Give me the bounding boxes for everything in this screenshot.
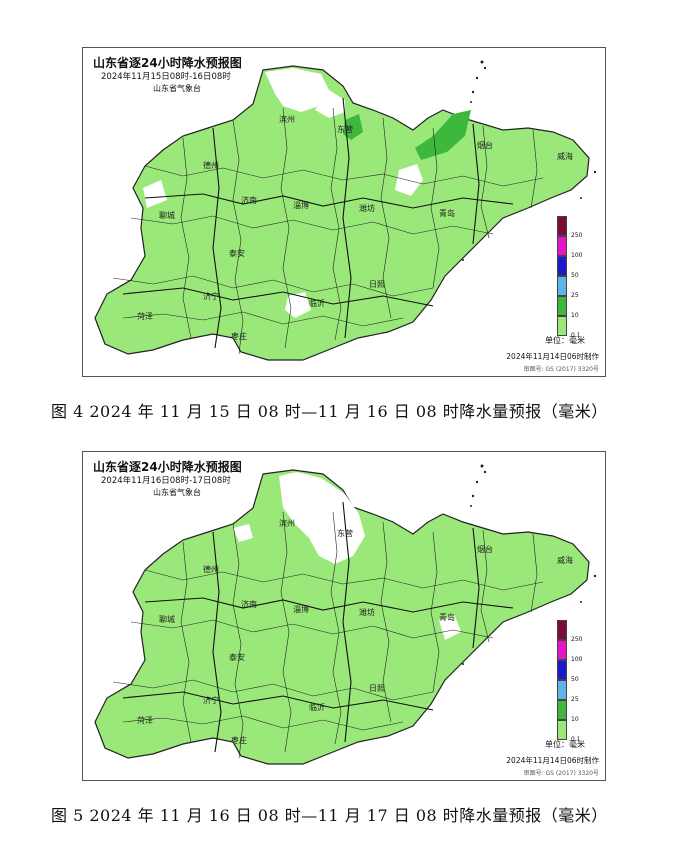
city-label-heze: 菏泽 [137,312,153,321]
legend-swatch-10 [557,700,567,720]
legend-swatch-250 [557,216,567,236]
legend-tick: 25 [571,292,579,299]
legend-swatch-25 [557,680,567,700]
moderate-rain-area-dongying [343,114,363,140]
legend-tick: 50 [571,272,579,279]
city-label-rizhao: 日照 [369,280,385,289]
legend-unit: 单位：毫米 [545,740,585,749]
city-label-weihai: 威海 [557,556,573,565]
city-label-liaocheng: 聊城 [159,615,175,624]
city-label-zibo: 淄博 [293,201,309,210]
legend-tick: 250 [571,636,583,643]
forecast-map-panel-fig4: 山东省逐24小时降水预报图 2024年11月15日08时-16日08时 山东省气… [82,47,606,377]
city-label-taian: 泰安 [229,249,245,258]
legend-swatch-100 [557,236,567,256]
no-rain-area-east [395,164,423,196]
moderate-rain-area-yantai [415,110,471,160]
city-label-rizhao: 日照 [369,684,385,693]
city-label-qingdao: 青岛 [439,613,455,622]
legend-swatch-0.1 [557,316,567,336]
legend-swatch-10 [557,296,567,316]
figure-caption: 图 4 2024 年 11 月 15 日 08 时—11 月 16 日 08 时… [51,402,608,421]
city-label-weifang: 潍坊 [359,608,375,617]
city-label-zaozhuang: 枣庄 [231,736,247,745]
legend-tick: 10 [571,312,579,319]
no-rain-area-small [233,524,253,542]
legend-swatch-25 [557,276,567,296]
city-label-yantai: 烟台 [477,545,493,554]
forecast-map-panel-fig5: 山东省逐24小时降水预报图 2024年11月16日08时-17日08时 山东省气… [82,451,606,781]
city-label-dezhou: 德州 [203,565,219,574]
map-approval-number: 审图号: GS (2017) 3320号 [523,770,599,777]
city-label-binzhou: 滨州 [279,115,295,124]
county-boundaries [112,511,544,759]
legend-tick: 100 [571,252,583,259]
map-title: 山东省逐24小时降水预报图 [93,56,242,70]
legend-tick: 25 [571,696,579,703]
city-label-linyi: 临沂 [309,299,325,308]
city-label-qingdao: 青岛 [439,209,455,218]
production-time: 2024年11月14日06时制作 [506,756,599,765]
city-label-zaozhuang: 枣庄 [231,332,247,341]
city-label-jinan: 济南 [241,196,257,205]
legend-tick: 50 [571,676,579,683]
city-label-linyi: 临沂 [309,703,325,712]
city-label-heze: 菏泽 [137,716,153,725]
city-label-zibo: 淄博 [293,605,309,614]
legend-swatch-0.1 [557,720,567,740]
city-label-yantai: 烟台 [477,141,493,150]
legend-tick: 100 [571,656,583,663]
city-label-dongying: 东营 [337,529,353,538]
county-boundaries [112,107,544,355]
figure-caption: 图 5 2024 年 11 月 16 日 08 时—11 月 17 日 08 时… [51,806,608,825]
city-label-weihai: 威海 [557,152,573,161]
forecast-period: 2024年11月16日08时-17日08时 [101,476,231,486]
legend-swatch-250 [557,620,567,640]
no-rain-area-yellow-river [315,90,345,118]
precipitation-legend: 250 100 50 25 10 0.1 [557,216,613,356]
legend-tick: 10 [571,716,579,723]
city-label-jinan: 济南 [241,600,257,609]
legend-tick: 0.1 [571,332,581,339]
city-label-weifang: 潍坊 [359,204,375,213]
city-label-taian: 泰安 [229,653,245,662]
city-label-jining: 济宁 [203,696,219,705]
legend-swatch-50 [557,660,567,680]
city-boundaries [122,501,514,753]
city-label-jining: 济宁 [203,292,219,301]
shandong-map-fig4 [94,60,597,361]
no-rain-area-west [143,180,167,208]
precipitation-legend: 250 100 50 25 10 0.1 [557,620,613,760]
islands [462,464,597,665]
city-label-dongying: 东营 [337,125,353,134]
city-label-dezhou: 德州 [203,161,219,170]
legend-tick: 250 [571,232,583,239]
map-title: 山东省逐24小时降水预报图 [93,460,242,474]
city-boundaries [122,97,514,349]
issuing-agency: 山东省气象台 [153,84,201,93]
legend-swatch-50 [557,256,567,276]
legend-unit: 单位：毫米 [545,336,585,345]
legend-tick: 0.1 [571,736,581,743]
no-rain-area-north [265,68,329,112]
city-label-liaocheng: 聊城 [159,211,175,220]
issuing-agency: 山东省气象台 [153,488,201,497]
islands [462,60,597,261]
map-approval-number: 审图号: GS (2017) 3320号 [523,366,599,373]
no-rain-area-coast [439,616,461,640]
city-label-binzhou: 滨州 [279,519,295,528]
legend-swatch-100 [557,640,567,660]
shandong-map-fig5 [94,464,597,765]
no-rain-area-linyi [285,292,311,318]
production-time: 2024年11月14日06时制作 [506,352,599,361]
no-rain-area-north [279,472,365,564]
forecast-period: 2024年11月15日08时-16日08时 [101,72,231,82]
